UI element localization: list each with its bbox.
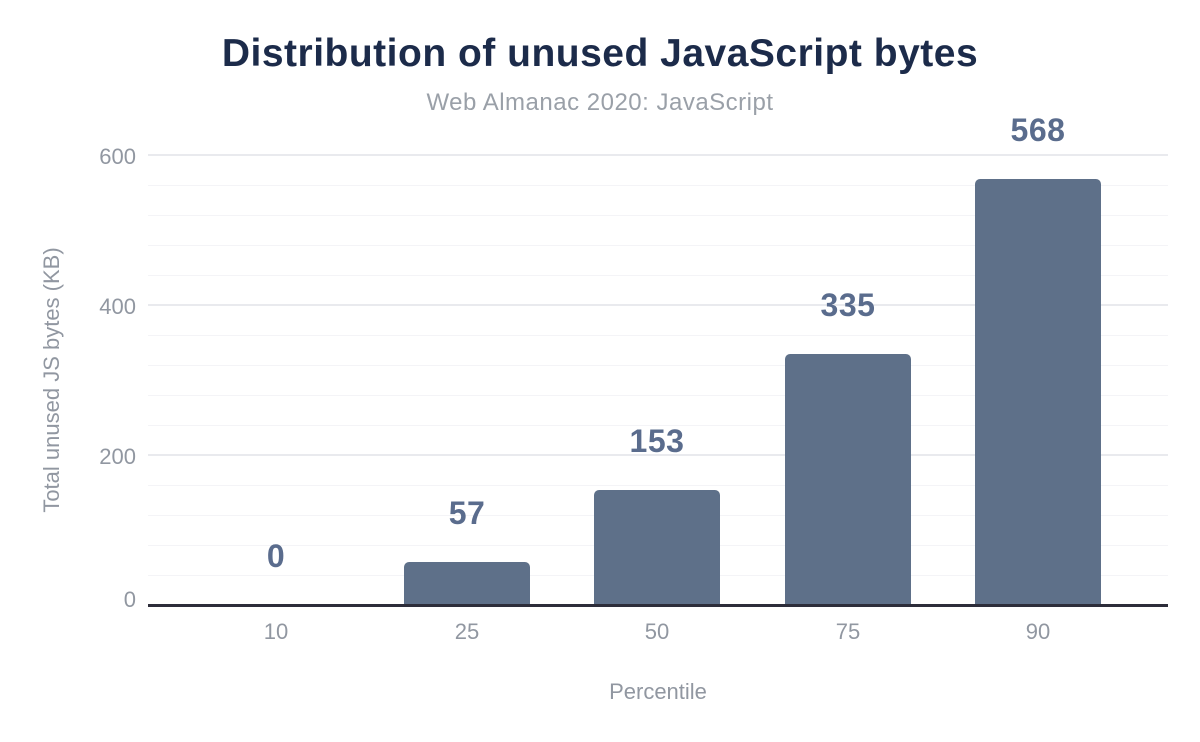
y-axis-title: Total unused JS bytes (KB) xyxy=(39,247,64,513)
x-tick-label: 90 xyxy=(1025,619,1051,644)
gridline-minor xyxy=(148,275,1168,276)
gridline-minor xyxy=(148,185,1168,186)
x-tick-label: 25 xyxy=(454,619,480,644)
y-tick-label: 200 xyxy=(99,444,136,469)
chart-title: Distribution of unused JavaScript bytes xyxy=(221,32,979,75)
chart-subtitle: Web Almanac 2020: JavaScript xyxy=(426,89,774,116)
bar xyxy=(594,490,720,605)
bar-value-label: 335 xyxy=(820,287,876,323)
gridline-minor xyxy=(148,365,1168,366)
bar xyxy=(975,179,1101,605)
y-tick-label: 600 xyxy=(99,144,136,169)
bar xyxy=(404,562,530,605)
bar xyxy=(785,354,911,605)
x-axis-title: Percentile xyxy=(609,679,707,704)
x-tick-label: 10 xyxy=(263,619,289,644)
gridline-minor xyxy=(148,335,1168,336)
x-tick-label: 75 xyxy=(835,619,861,644)
gridline-minor xyxy=(148,425,1168,426)
bar-value-label: 568 xyxy=(1010,112,1066,148)
x-tick-label: 50 xyxy=(644,619,670,644)
bar-value-label: 153 xyxy=(629,423,685,459)
gridline-minor xyxy=(148,245,1168,246)
bar-value-label: 57 xyxy=(448,495,486,531)
gridline-major xyxy=(148,454,1168,456)
gridline-minor xyxy=(148,395,1168,396)
bar-value-label: 0 xyxy=(266,538,286,574)
gridline-minor xyxy=(148,215,1168,216)
gridline-minor xyxy=(148,485,1168,486)
y-tick-label: 0 xyxy=(123,587,136,612)
y-tick-label: 400 xyxy=(99,294,136,319)
gridline-major xyxy=(148,154,1168,156)
gridline-major xyxy=(148,304,1168,306)
x-axis-line xyxy=(148,604,1168,607)
